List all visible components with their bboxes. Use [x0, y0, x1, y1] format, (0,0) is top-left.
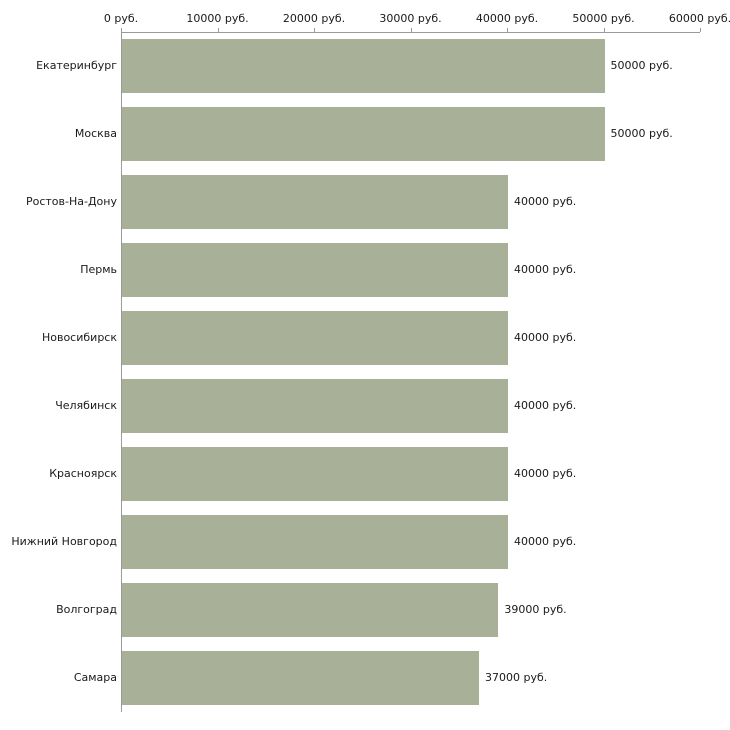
x-axis-line [121, 32, 700, 33]
value-label: 50000 руб. [610, 59, 673, 72]
category-label: Нижний Новгород [11, 535, 117, 548]
value-label: 40000 руб. [514, 195, 577, 208]
bar-2 [122, 107, 605, 161]
x-axis-tick [700, 28, 701, 32]
category-label: Красноярск [49, 467, 117, 480]
category-label: Ростов-На-Дону [25, 195, 117, 208]
category-label: Москва [74, 127, 117, 140]
y-axis-line [121, 32, 122, 712]
bar-5 [122, 311, 508, 365]
bar-8 [122, 515, 508, 569]
value-label: 40000 руб. [514, 263, 577, 276]
value-label: 37000 руб. [485, 671, 548, 684]
x-axis-tick [410, 28, 412, 32]
x-axis-tick [603, 28, 605, 32]
x-axis-tick-label: 50000 руб. [572, 12, 635, 25]
category-label: Пермь [80, 263, 117, 276]
x-axis-tick-label: 30000 руб. [379, 12, 442, 25]
value-label: 40000 руб. [514, 467, 577, 480]
x-axis-tick [507, 28, 508, 32]
category-label: Новосибирск [41, 331, 117, 344]
category-label: Челябинск [55, 399, 117, 412]
bar-7 [122, 447, 508, 501]
value-label: 40000 руб. [514, 331, 577, 344]
category-label: Волгоград [56, 603, 117, 616]
x-axis-tick [217, 28, 219, 32]
x-axis-tick-label: 0 руб. [103, 12, 139, 25]
bar-3 [122, 175, 508, 229]
category-label: Екатеринбург [36, 59, 117, 72]
x-axis-tick-label: 40000 руб. [475, 12, 539, 25]
x-axis-tick [121, 28, 122, 32]
value-label: 39000 руб. [504, 603, 567, 616]
bar-6 [122, 379, 508, 433]
x-axis-tick [314, 28, 315, 32]
value-label: 40000 руб. [514, 535, 577, 548]
x-axis-tick-label: 20000 руб. [282, 12, 346, 25]
x-axis-tick-label: 10000 руб. [186, 12, 249, 25]
x-axis-tick-label: 60000 руб. [668, 12, 730, 25]
bar-9 [122, 583, 499, 637]
bar-1 [122, 39, 605, 93]
value-label: 50000 руб. [610, 127, 673, 140]
bar-4 [122, 243, 508, 297]
value-label: 40000 руб. [514, 399, 577, 412]
bar-10 [122, 651, 480, 705]
category-label: Самара [73, 671, 117, 684]
